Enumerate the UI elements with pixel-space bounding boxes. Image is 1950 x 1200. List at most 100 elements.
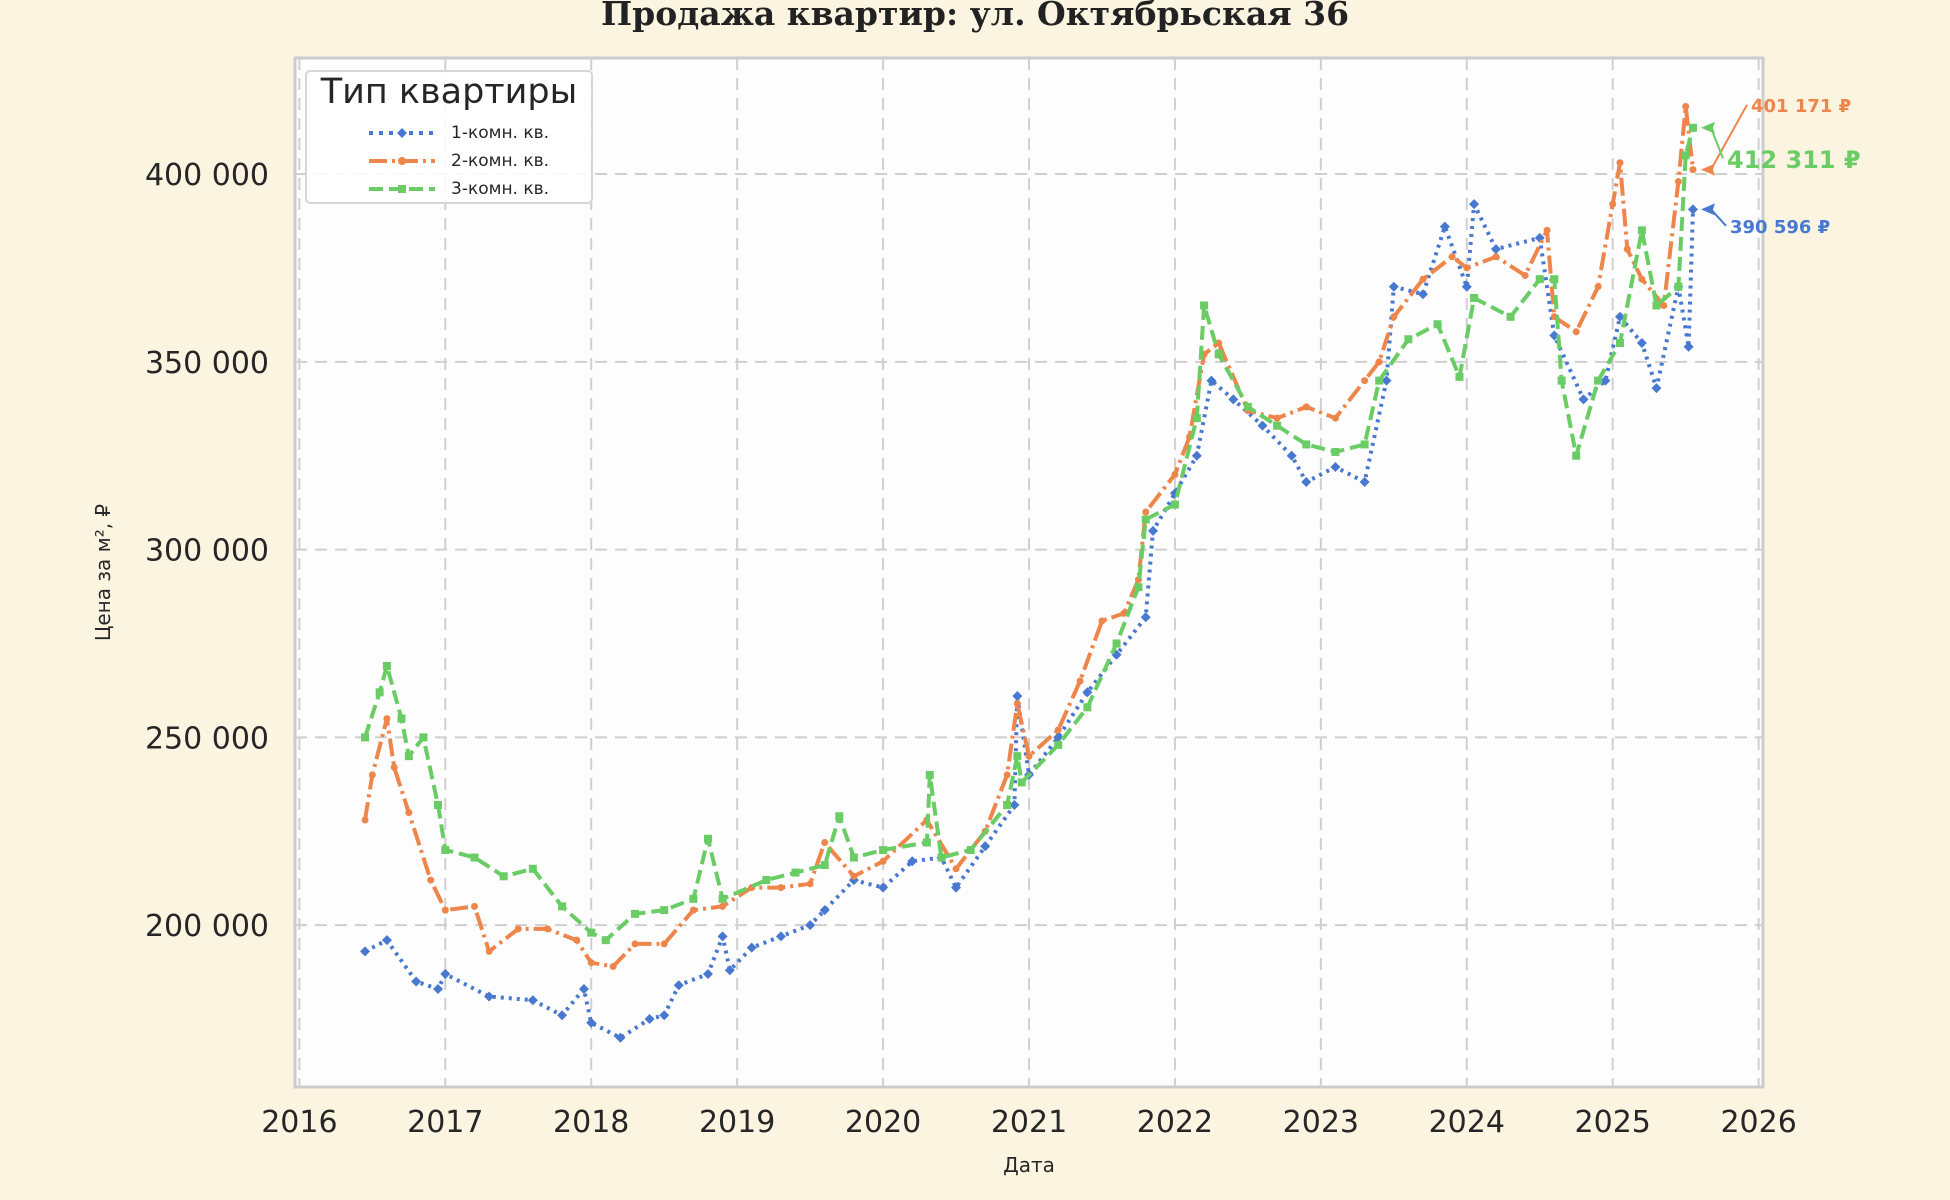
data-point: [952, 865, 960, 873]
data-point: [850, 872, 858, 880]
annotation-arrowhead: [1700, 121, 1715, 134]
data-point: [1651, 383, 1662, 394]
data-point: [820, 861, 829, 870]
legend-item-2room: 2-комн. кв.: [367, 148, 549, 174]
data-point: [1674, 178, 1682, 186]
annotation-arrow: [1710, 104, 1748, 171]
data-point: [1330, 461, 1341, 472]
data-point: [718, 894, 727, 903]
data-point: [382, 662, 391, 671]
x-tick-label: 2016: [261, 1105, 337, 1140]
data-point: [1469, 199, 1480, 210]
data-point: [1417, 289, 1428, 300]
data-point: [1082, 687, 1093, 698]
data-point: [419, 733, 428, 742]
data-point: [1012, 691, 1023, 702]
data-point: [1683, 341, 1694, 352]
data-point: [775, 931, 786, 942]
data-point: [1637, 226, 1646, 235]
data-point: [878, 882, 889, 893]
data-point: [1455, 372, 1464, 381]
data-point: [1228, 394, 1239, 405]
data-point: [1171, 470, 1179, 478]
data-point: [1076, 677, 1084, 685]
data-point: [746, 942, 757, 953]
series-1-group: [360, 199, 1698, 1043]
data-point: [966, 846, 975, 855]
data-point: [1594, 283, 1602, 291]
data-point: [1141, 515, 1150, 524]
data-point: [1557, 376, 1566, 385]
data-point: [879, 857, 887, 865]
data-point: [1142, 508, 1150, 516]
data-point: [1273, 414, 1281, 422]
data-point: [806, 880, 814, 888]
data-point: [849, 853, 858, 862]
data-point: [1652, 301, 1661, 310]
data-point: [383, 715, 391, 723]
data-point: [1381, 375, 1392, 386]
data-point: [578, 983, 589, 994]
data-point: [1594, 376, 1603, 385]
data-point: [587, 928, 596, 937]
data-point: [404, 752, 413, 761]
data-point: [381, 935, 392, 946]
data-point: [484, 991, 495, 1002]
data-point: [1419, 275, 1427, 283]
data-point: [1688, 123, 1697, 132]
data-point: [980, 841, 991, 852]
data-point: [1600, 375, 1611, 386]
x-tick-label: 2019: [699, 1105, 775, 1140]
data-point: [609, 962, 617, 970]
annotation-label: 390 596 ₽: [1730, 217, 1830, 238]
data-point: [1550, 275, 1559, 284]
x-tick-label: 2023: [1283, 1105, 1359, 1140]
data-point: [1674, 282, 1683, 291]
data-point: [470, 902, 478, 910]
data-point: [1390, 313, 1398, 321]
annotation-arrowhead: [1700, 163, 1715, 176]
data-point: [528, 864, 537, 873]
data-point: [1009, 799, 1020, 810]
data-point: [440, 968, 451, 979]
data-point: [1286, 450, 1297, 461]
data-point: [1638, 275, 1646, 283]
x-tick-label: 2026: [1720, 1105, 1796, 1140]
data-point: [390, 763, 398, 771]
x-tick-label: 2018: [553, 1105, 629, 1140]
data-point: [821, 839, 829, 847]
data-point: [777, 884, 785, 892]
data-point: [1616, 159, 1624, 167]
data-point: [1439, 221, 1450, 232]
data-point: [360, 946, 371, 957]
data-point: [586, 1017, 597, 1028]
data-point: [441, 846, 450, 855]
data-point: [689, 906, 697, 914]
data-point: [1302, 403, 1310, 411]
legend-item-3room: 3-комн. кв.: [367, 176, 549, 202]
data-point: [1682, 102, 1690, 110]
annotation-label: 401 171 ₽: [1751, 96, 1851, 117]
data-point: [1490, 244, 1501, 255]
legend-label-1room: 1-комн. кв.: [451, 123, 550, 143]
annotation-arrowhead: [1700, 203, 1715, 216]
data-point: [937, 853, 946, 862]
data-point: [791, 868, 800, 877]
data-point: [805, 920, 816, 931]
data-point: [644, 1014, 655, 1025]
x-tick-label: 2020: [845, 1105, 921, 1140]
data-point: [1433, 320, 1442, 329]
data-point: [1636, 338, 1647, 349]
legend-swatch-1room: [369, 128, 435, 138]
data-point: [1013, 752, 1022, 761]
data-point: [1013, 700, 1021, 708]
data-point: [1578, 394, 1589, 405]
data-point: [835, 812, 844, 821]
data-point: [1492, 253, 1500, 261]
data-point: [441, 906, 449, 914]
data-point: [361, 816, 369, 824]
data-point: [1301, 476, 1312, 487]
data-point: [601, 936, 610, 945]
legend-label-2room: 2-комн. кв.: [451, 151, 550, 171]
data-point: [1623, 245, 1631, 253]
